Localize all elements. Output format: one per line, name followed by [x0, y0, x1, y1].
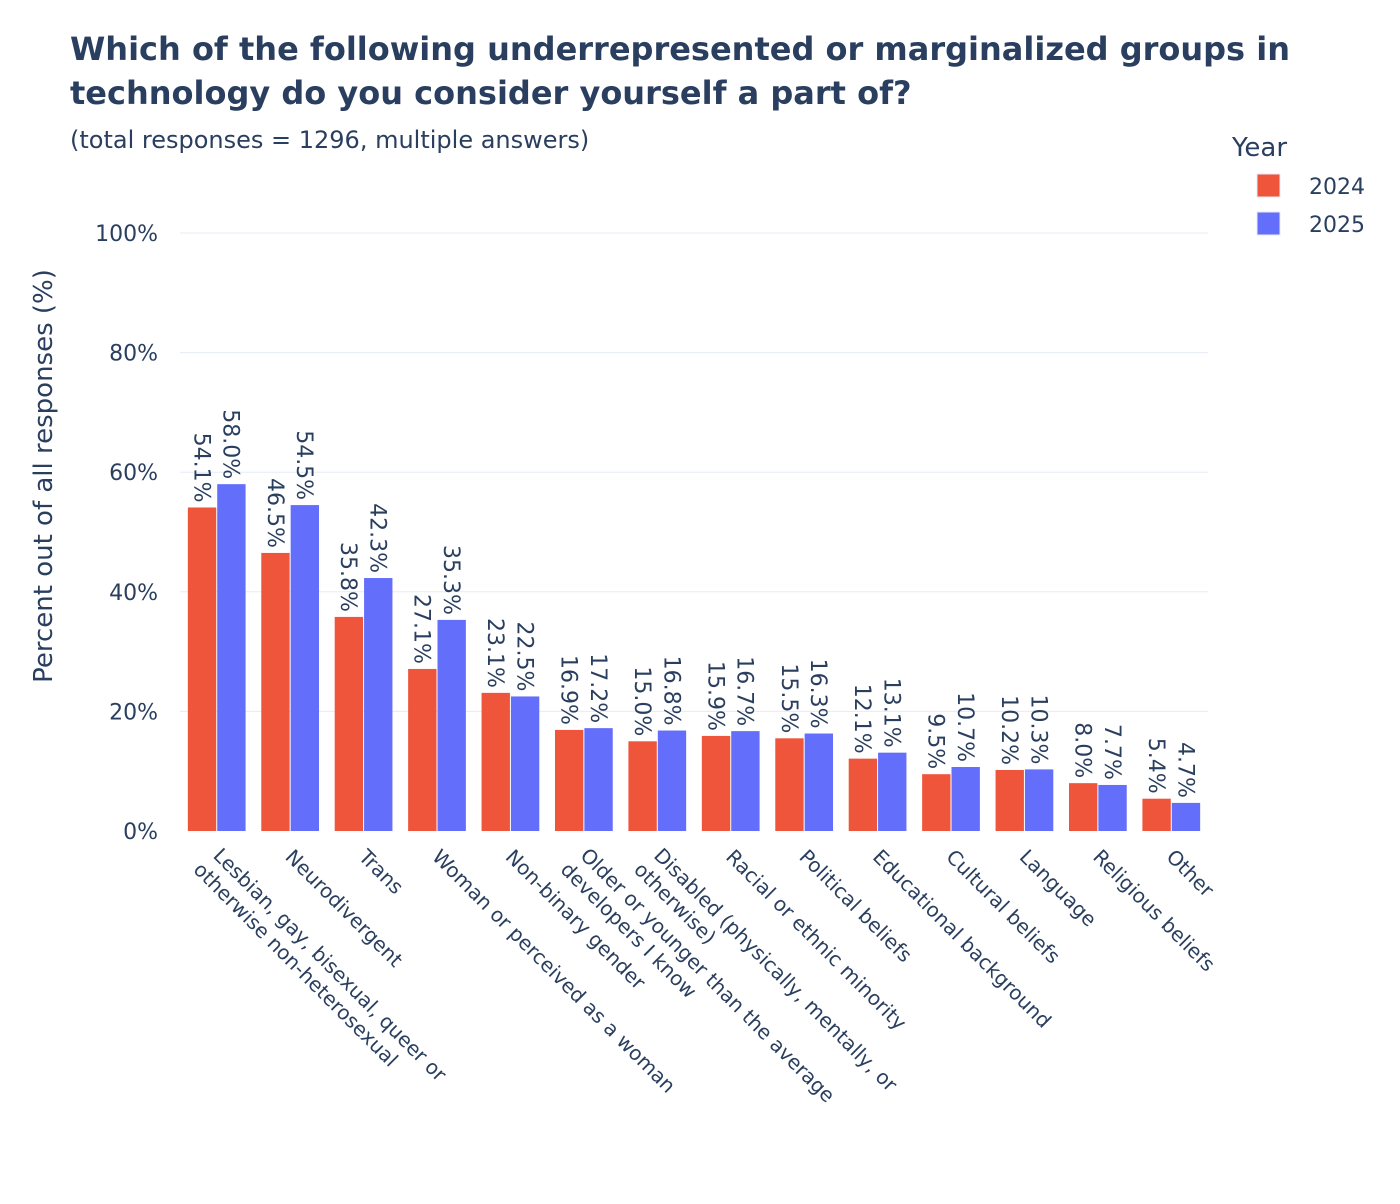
x-tick-line: Trans	[353, 844, 408, 899]
bar-value-label: 4.7%	[1172, 742, 1197, 798]
bar-2025	[1171, 802, 1201, 831]
y-axis-label: Percent out of all responses (%)	[29, 269, 59, 683]
x-axis-ticks: Lesbian, gay, bisexual, queer orotherwis…	[189, 843, 1220, 1107]
bar-value-label: 42.3%	[365, 503, 390, 573]
legend-title: Year	[1231, 133, 1287, 163]
bar-2024	[848, 758, 878, 831]
bar-value-label: 23.1%	[482, 618, 507, 688]
legend[interactable]: Year 2024 2025	[1231, 133, 1365, 238]
bar-value-label: 17.2%	[585, 653, 610, 723]
bar-value-label: 13.1%	[879, 678, 904, 748]
x-tick-line: Other	[1162, 845, 1220, 903]
y-tick-label: 20%	[109, 700, 158, 725]
bar-value-label: 7.7%	[1099, 724, 1124, 780]
bar-2025	[510, 696, 540, 831]
bar-2024	[1068, 783, 1098, 831]
bar-value-label: 15.5%	[776, 663, 801, 733]
bar-2025	[1024, 769, 1054, 831]
bar-value-label: 27.1%	[409, 594, 434, 664]
bar-value-label: 10.7%	[952, 692, 977, 762]
bar-value-label: 22.5%	[511, 622, 536, 692]
bar-2024	[995, 770, 1024, 831]
bar-2024	[701, 735, 731, 831]
bar-value-label: 5.4%	[1143, 738, 1168, 794]
bar-2025	[804, 733, 834, 831]
bar-value-label: 10.3%	[1025, 695, 1050, 765]
title-line: Which of the following underrepresented …	[70, 30, 1290, 68]
bar-2025	[364, 578, 393, 831]
bar-2024	[628, 741, 657, 831]
x-tick-label: Religious beliefs	[1088, 845, 1220, 977]
bar-2025	[1098, 784, 1127, 831]
legend-swatch-2025[interactable]	[1256, 211, 1281, 236]
y-tick-label: 0%	[123, 820, 158, 845]
bar-value-label: 35.8%	[335, 542, 360, 612]
y-axis-ticks: 0% 20% 40% 60% 80% 100%	[95, 222, 158, 845]
chart-subtitle: (total responses = 1296, multiple answer…	[70, 126, 589, 154]
bar-value-label: 15.0%	[629, 666, 654, 736]
bar-2024	[775, 738, 804, 831]
y-tick-label: 80%	[109, 342, 158, 367]
bar-2025	[878, 752, 907, 831]
bars: 54.1% 58.0% 46.5%54.5% 35.8%42.3% 27.1%35.3%…	[187, 409, 1201, 831]
bar-2024	[408, 668, 437, 831]
bar-2025	[437, 619, 466, 831]
y-tick-label: 100%	[95, 222, 158, 247]
bar-2025	[731, 731, 760, 831]
bar-value-label: 16.7%	[732, 656, 757, 726]
bar-value-label: 10.2%	[996, 695, 1021, 765]
gridlines	[180, 232, 1208, 712]
bar-value-label: 54.5%	[291, 430, 316, 500]
bar-2024	[922, 774, 951, 831]
bar-2025	[217, 484, 246, 831]
bar-2024	[261, 552, 290, 831]
bar-value-label: 35.3%	[438, 545, 463, 615]
bar-value-label: 16.9%	[555, 655, 580, 725]
bar-2025	[657, 730, 687, 831]
bar-2024	[187, 507, 217, 831]
x-tick-line: Religious beliefs	[1088, 845, 1220, 977]
title-line: technology do you consider yourself a pa…	[70, 74, 912, 112]
bar-2024	[481, 692, 510, 831]
bar-value-label: 54.1%	[188, 433, 213, 503]
legend-label-2025[interactable]: 2025	[1309, 213, 1365, 238]
bar-value-label: 58.0%	[218, 409, 243, 479]
bar-value-label: 15.9%	[702, 661, 727, 731]
bar-value-label: 16.8%	[658, 656, 683, 726]
bar-2025	[584, 728, 613, 831]
bar-value-label: 8.0%	[1069, 722, 1094, 778]
y-tick-label: 60%	[109, 461, 158, 486]
bar-2025	[290, 505, 320, 831]
x-tick-label: Trans	[353, 844, 408, 899]
chart-title: Which of the following underrepresented …	[70, 30, 1290, 112]
bar-value-label: 16.3%	[805, 659, 830, 729]
legend-label-2024[interactable]: 2024	[1309, 175, 1365, 200]
bar-value-label: 12.1%	[849, 684, 874, 754]
bar-value-label: 46.5%	[262, 478, 287, 548]
x-tick-line: otherwise non-heterosexual	[189, 857, 403, 1071]
bar-2024	[334, 616, 364, 831]
bar-value-label: 9.5%	[923, 713, 948, 769]
bar-2024	[554, 729, 584, 831]
x-tick-label: Other	[1162, 845, 1220, 903]
bar-2024	[1142, 798, 1171, 831]
legend-swatch-2024[interactable]	[1256, 173, 1281, 198]
y-tick-label: 40%	[109, 581, 158, 606]
bar-2025	[951, 767, 980, 831]
